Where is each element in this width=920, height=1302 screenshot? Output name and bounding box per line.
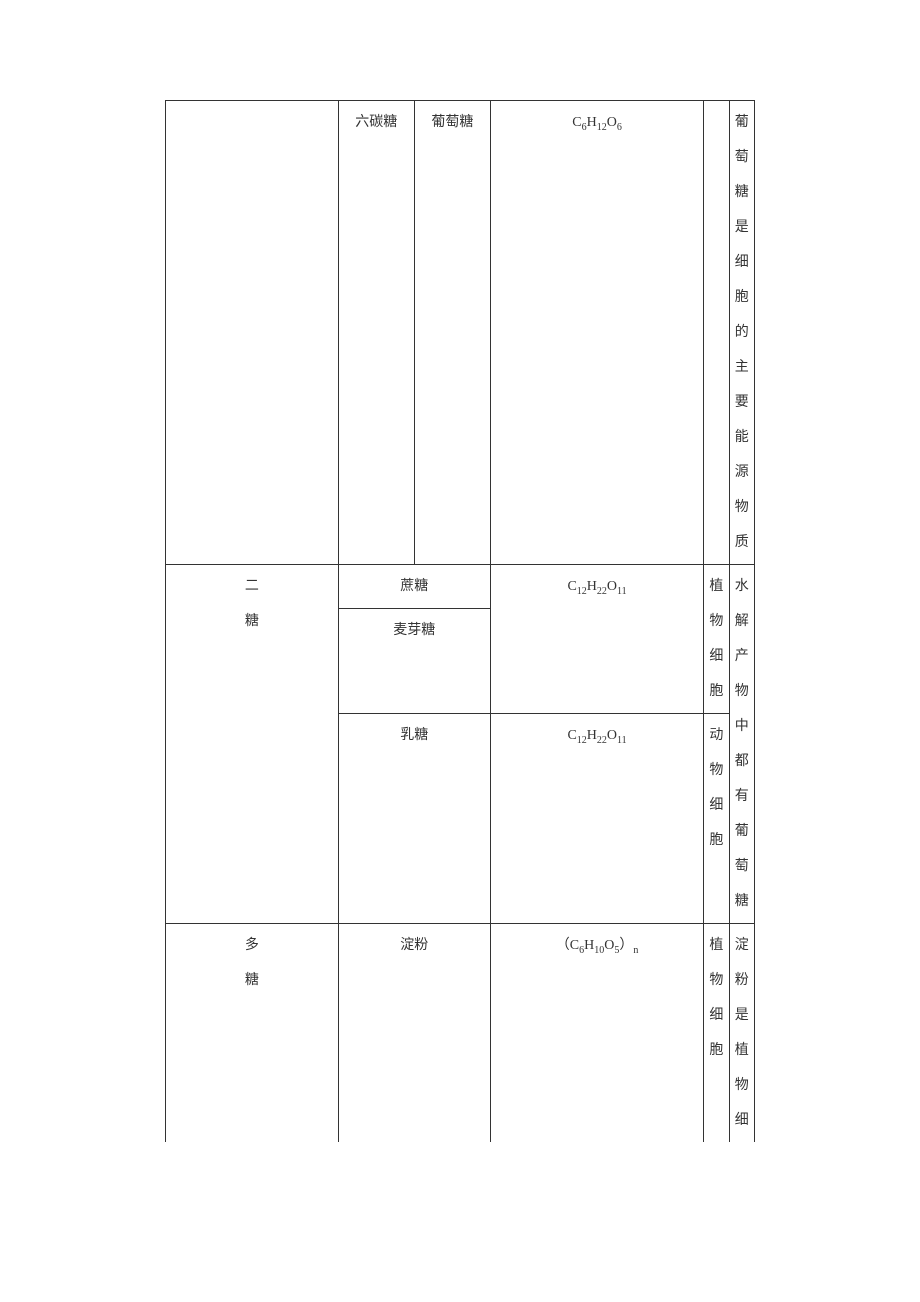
- cell-description: 葡萄糖是细胞的主要能源物质: [729, 101, 754, 565]
- vertical-text: 植物细胞: [706, 569, 726, 709]
- formula-sub: 11: [617, 586, 627, 597]
- formula-part: O: [604, 938, 614, 953]
- formula-part: C: [567, 728, 576, 743]
- cell-location: [704, 101, 729, 565]
- cell-name: 葡萄糖: [414, 101, 490, 565]
- cell-subcategory: 六碳糖: [338, 101, 414, 565]
- formula-part: O: [607, 579, 617, 594]
- formula-part: C: [572, 115, 581, 130]
- cell-description: 淀粉是植物细: [729, 924, 754, 1143]
- cell-name: 淀粉: [338, 924, 490, 1143]
- formula-part: ）: [619, 938, 633, 953]
- cell-name: 蔗糖: [338, 565, 490, 609]
- formula-part: O: [607, 728, 617, 743]
- sugar-classification-table: 六碳糖 葡萄糖 C6H12O6 葡萄糖是细胞的主要能源物质 二糖 蔗糖 C12H…: [165, 100, 755, 1142]
- formula-part: H: [587, 728, 597, 743]
- cell-location: 植物细胞: [704, 924, 729, 1143]
- formula-part: C: [567, 579, 576, 594]
- vertical-text: 水解产物中都有葡萄糖: [732, 569, 752, 919]
- formula-part: O: [607, 115, 617, 130]
- formula-sub: 12: [577, 735, 587, 746]
- formula-sub: 22: [597, 735, 607, 746]
- vertical-text: 多糖: [168, 928, 336, 998]
- formula-sub: 12: [577, 586, 587, 597]
- cell-location: 动物细胞: [704, 714, 729, 924]
- formula-sub: 12: [597, 122, 607, 133]
- formula-part: C: [570, 938, 579, 953]
- cell-description: 水解产物中都有葡萄糖: [729, 565, 754, 924]
- cell-category: 二糖: [166, 565, 339, 924]
- cell-category: 多糖: [166, 924, 339, 1143]
- table-row: 多糖 淀粉 （C6H10O5）n 植物细胞 淀粉是植物细: [166, 924, 755, 1143]
- cell-name: 麦芽糖: [338, 609, 490, 714]
- cell-category: [166, 101, 339, 565]
- vertical-text: 淀粉是植物细: [732, 928, 752, 1138]
- formula-part: H: [584, 938, 594, 953]
- cell-formula: C12H22O11: [490, 714, 703, 924]
- cell-location: 植物细胞: [704, 565, 729, 714]
- vertical-text: 植物细胞: [706, 928, 726, 1068]
- vertical-text: 动物细胞: [706, 718, 726, 858]
- table-row: 二糖 蔗糖 C12H22O11 植物细胞 水解产物中都有葡萄糖: [166, 565, 755, 609]
- cell-name: 乳糖: [338, 714, 490, 924]
- formula-part: H: [587, 579, 597, 594]
- table-row: 六碳糖 葡萄糖 C6H12O6 葡萄糖是细胞的主要能源物质: [166, 101, 755, 565]
- formula-part: （: [556, 938, 570, 953]
- formula-sub: 6: [617, 122, 622, 133]
- cell-formula: （C6H10O5）n: [490, 924, 703, 1143]
- vertical-text: 二糖: [168, 569, 336, 639]
- vertical-text: 葡萄糖是细胞的主要能源物质: [732, 105, 752, 560]
- formula-part: H: [587, 115, 597, 130]
- cell-formula: C6H12O6: [490, 101, 703, 565]
- cell-formula: C12H22O11: [490, 565, 703, 714]
- formula-sub: 22: [597, 586, 607, 597]
- formula-sub: 11: [617, 735, 627, 746]
- formula-sub: n: [633, 945, 638, 956]
- formula-sub: 10: [594, 945, 604, 956]
